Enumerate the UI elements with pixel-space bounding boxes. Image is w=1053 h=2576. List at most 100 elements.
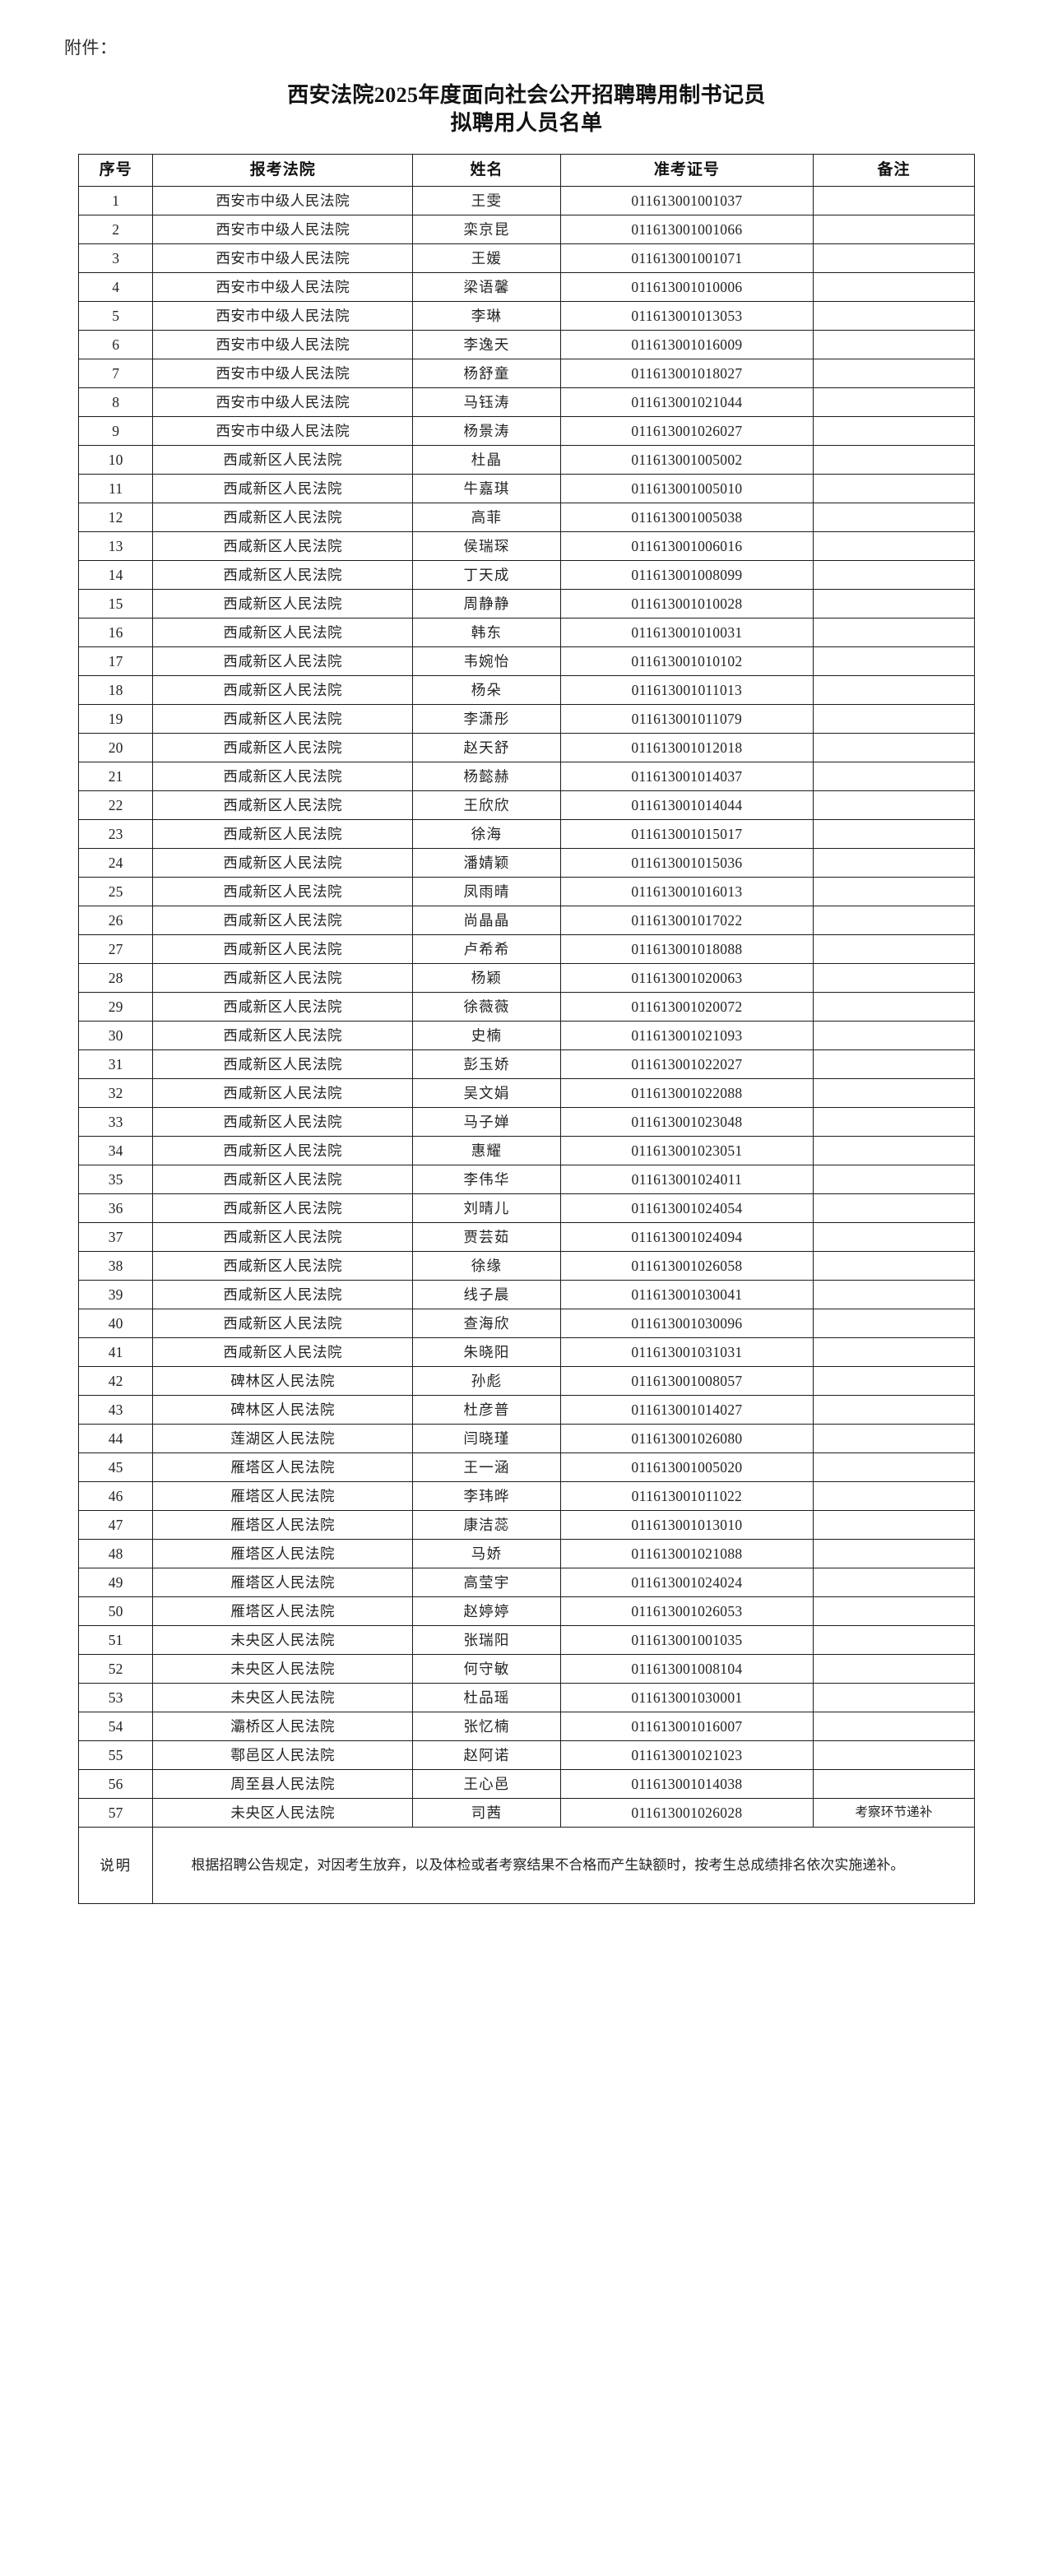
row-court: 雁塔区人民法院 [152, 1539, 414, 1568]
row-index: 4 [77, 272, 154, 302]
row-ticket: 011613001021093 [559, 1021, 814, 1050]
row-court: 西咸新区人民法院 [152, 1222, 414, 1252]
row-note [812, 186, 976, 215]
row-index: 56 [77, 1769, 154, 1799]
table-row: 10 西咸新区人民法院 杜晶 011613001005002 [77, 445, 976, 475]
row-ticket: 011613001010028 [559, 589, 814, 619]
footnote-label: 说明 [77, 1827, 154, 1904]
row-ticket: 011613001013010 [559, 1510, 814, 1540]
row-index: 10 [77, 445, 154, 475]
row-name: 杜彦普 [412, 1395, 561, 1425]
row-note [812, 1481, 976, 1511]
row-court: 西咸新区人民法院 [152, 503, 414, 532]
column-header-court: 报考法院 [152, 154, 414, 187]
row-note [812, 1568, 976, 1597]
row-note [812, 733, 976, 762]
row-name: 凤雨晴 [412, 877, 561, 906]
row-index: 13 [77, 531, 154, 561]
row-note [812, 848, 976, 878]
row-court: 西安市中级人民法院 [152, 359, 414, 388]
table-row: 41 西咸新区人民法院 朱晓阳 011613001031031 [77, 1337, 976, 1367]
table-row: 49 雁塔区人民法院 高莹宇 011613001024024 [77, 1568, 976, 1597]
table-row: 46 雁塔区人民法院 李玮晔 011613001011022 [77, 1481, 976, 1511]
table-row: 40 西咸新区人民法院 查海欣 011613001030096 [77, 1309, 976, 1338]
row-index: 24 [77, 848, 154, 878]
row-court: 西安市中级人民法院 [152, 301, 414, 331]
row-name: 杨朵 [412, 675, 561, 705]
table-row: 30 西咸新区人民法院 史楠 011613001021093 [77, 1021, 976, 1050]
row-name: 张瑞阳 [412, 1625, 561, 1655]
row-index: 15 [77, 589, 154, 619]
row-note [812, 387, 976, 417]
row-name: 李玮晔 [412, 1481, 561, 1511]
row-index: 45 [77, 1452, 154, 1482]
row-note [812, 1280, 976, 1309]
table-row: 34 西咸新区人民法院 惠耀 011613001023051 [77, 1136, 976, 1165]
row-index: 52 [77, 1654, 154, 1684]
row-court: 西咸新区人民法院 [152, 1021, 414, 1050]
row-index: 35 [77, 1165, 154, 1194]
table-row: 29 西咸新区人民法院 徐薇薇 011613001020072 [77, 992, 976, 1022]
table-row: 28 西咸新区人民法院 杨颖 011613001020063 [77, 963, 976, 993]
row-note [812, 589, 976, 619]
row-note [812, 560, 976, 590]
row-court: 西咸新区人民法院 [152, 704, 414, 734]
row-name: 高菲 [412, 503, 561, 532]
row-ticket: 011613001011022 [559, 1481, 814, 1511]
row-name: 李逸天 [412, 330, 561, 359]
row-ticket: 011613001001071 [559, 243, 814, 273]
row-note [812, 1683, 976, 1712]
row-ticket: 011613001010031 [559, 618, 814, 647]
row-index: 51 [77, 1625, 154, 1655]
row-ticket: 011613001021023 [559, 1740, 814, 1770]
row-court: 西咸新区人民法院 [152, 877, 414, 906]
table-row: 18 西咸新区人民法院 杨朵 011613001011013 [77, 675, 976, 705]
row-court: 西安市中级人民法院 [152, 387, 414, 417]
row-note [812, 1021, 976, 1050]
row-index: 6 [77, 330, 154, 359]
table-row: 38 西咸新区人民法院 徐缘 011613001026058 [77, 1251, 976, 1281]
row-index: 32 [77, 1078, 154, 1108]
row-index: 9 [77, 416, 154, 446]
row-name: 韩东 [412, 618, 561, 647]
table-row: 20 西咸新区人民法院 赵天舒 011613001012018 [77, 733, 976, 762]
table-row: 3 西安市中级人民法院 王媛 011613001001071 [77, 243, 976, 273]
row-court: 西咸新区人民法院 [152, 762, 414, 791]
row-index: 25 [77, 877, 154, 906]
row-ticket: 011613001015017 [559, 819, 814, 849]
table-row: 4 西安市中级人民法院 梁语馨 011613001010006 [77, 272, 976, 302]
row-note [812, 1222, 976, 1252]
row-court: 未央区人民法院 [152, 1683, 414, 1712]
table-row: 17 西咸新区人民法院 韦婉怡 011613001010102 [77, 646, 976, 676]
row-index: 2 [77, 215, 154, 244]
row-index: 3 [77, 243, 154, 273]
row-court: 西安市中级人民法院 [152, 243, 414, 273]
column-header-ticket: 准考证号 [559, 154, 814, 187]
row-ticket: 011613001021044 [559, 387, 814, 417]
row-ticket: 011613001014038 [559, 1769, 814, 1799]
row-ticket: 011613001020063 [559, 963, 814, 993]
row-index: 48 [77, 1539, 154, 1568]
row-note [812, 1424, 976, 1453]
row-note [812, 1395, 976, 1425]
row-court: 西咸新区人民法院 [152, 646, 414, 676]
row-note [812, 1712, 976, 1741]
row-ticket: 011613001020072 [559, 992, 814, 1022]
row-ticket: 011613001018088 [559, 934, 814, 964]
row-index: 43 [77, 1395, 154, 1425]
row-index: 53 [77, 1683, 154, 1712]
row-name: 李琳 [412, 301, 561, 331]
table-row: 48 雁塔区人民法院 马娇 011613001021088 [77, 1539, 976, 1568]
row-court: 西安市中级人民法院 [152, 186, 414, 215]
row-note [812, 359, 976, 388]
row-court: 西咸新区人民法院 [152, 589, 414, 619]
row-note [812, 1769, 976, 1799]
row-court: 西咸新区人民法院 [152, 474, 414, 503]
row-index: 11 [77, 474, 154, 503]
row-ticket: 011613001006016 [559, 531, 814, 561]
column-header-index: 序号 [77, 154, 154, 187]
row-note [812, 992, 976, 1022]
row-name: 王欣欣 [412, 790, 561, 820]
row-court: 西咸新区人民法院 [152, 1251, 414, 1281]
table-row: 39 西咸新区人民法院 线子晨 011613001030041 [77, 1280, 976, 1309]
